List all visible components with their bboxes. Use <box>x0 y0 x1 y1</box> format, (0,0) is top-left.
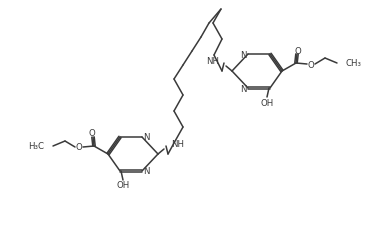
Text: OH: OH <box>260 98 273 107</box>
Text: O: O <box>75 143 82 152</box>
Text: N: N <box>240 50 247 59</box>
Text: N: N <box>143 133 149 142</box>
Text: N: N <box>240 84 247 93</box>
Text: NH: NH <box>171 140 184 149</box>
Text: OH: OH <box>116 181 130 190</box>
Text: CH₃: CH₃ <box>346 59 362 68</box>
Text: O: O <box>308 60 314 69</box>
Text: O: O <box>89 129 95 138</box>
Text: O: O <box>294 46 301 55</box>
Text: NH: NH <box>206 57 219 66</box>
Text: N: N <box>143 167 149 176</box>
Text: H₃C: H₃C <box>28 142 44 151</box>
